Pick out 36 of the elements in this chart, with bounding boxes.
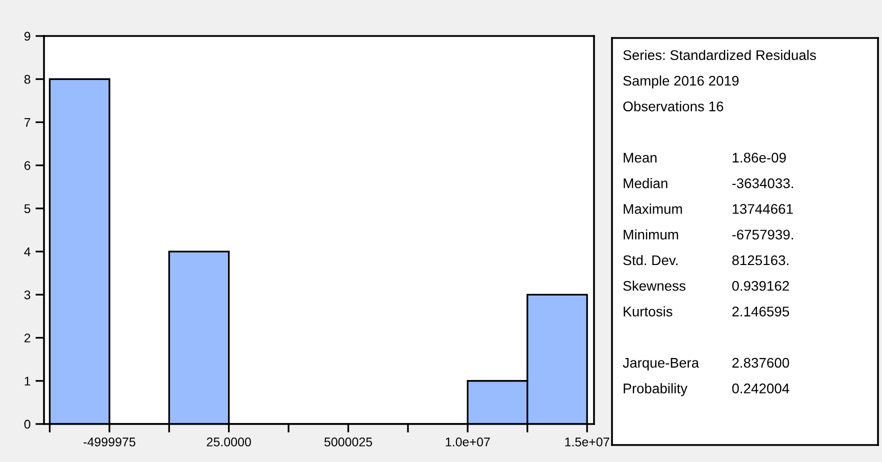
y-tick-label: 7 (24, 118, 30, 127)
x-tick-label: 5000025 (324, 438, 372, 446)
text: Std. Dev. (623, 254, 678, 266)
x-tick-label: 1.5e+07 (565, 438, 610, 446)
x-tick-label: -4999975 (84, 438, 136, 446)
y-tick-label: 5 (24, 204, 30, 214)
y-tick-label: 4 (24, 247, 30, 256)
y-tick-label: 3 (24, 290, 30, 300)
y-tick-label: 0 (24, 420, 30, 429)
y-tick-label: 8 (24, 74, 30, 84)
text: Probability (624, 383, 688, 396)
text: -6757939. (732, 230, 793, 240)
text: Minimum (624, 229, 678, 240)
text: 1.86e-09 (732, 152, 786, 163)
text: Median (624, 178, 668, 188)
text: Maximum (624, 204, 682, 214)
text: Series: Standardized Residuals (623, 50, 816, 60)
text: Observations 16 (623, 101, 724, 112)
text: Skewness (623, 280, 686, 291)
y-tick-label: 6 (24, 161, 30, 170)
text: 0.939162 (732, 280, 789, 291)
text: 2.837600 (732, 358, 790, 368)
x-tick-label: 25.0000 (206, 438, 251, 446)
text: Mean (624, 152, 656, 163)
text: Kurtosis (624, 306, 672, 316)
y-tick-label: 1 (24, 376, 30, 386)
text: 13744661 (732, 204, 793, 214)
y-tick-label: 9 (24, 32, 30, 41)
x-tick-label: 1.0e+07 (446, 438, 490, 446)
text: Jarque-Bera (622, 358, 700, 370)
text: 0.242004 (732, 384, 790, 394)
text: 8125163. (732, 255, 788, 266)
text: 2.146595 (732, 306, 790, 316)
y-tick-label: 2 (24, 334, 30, 342)
text: Sample 2016 2019 (623, 75, 739, 88)
text: -3634033. (732, 178, 793, 188)
